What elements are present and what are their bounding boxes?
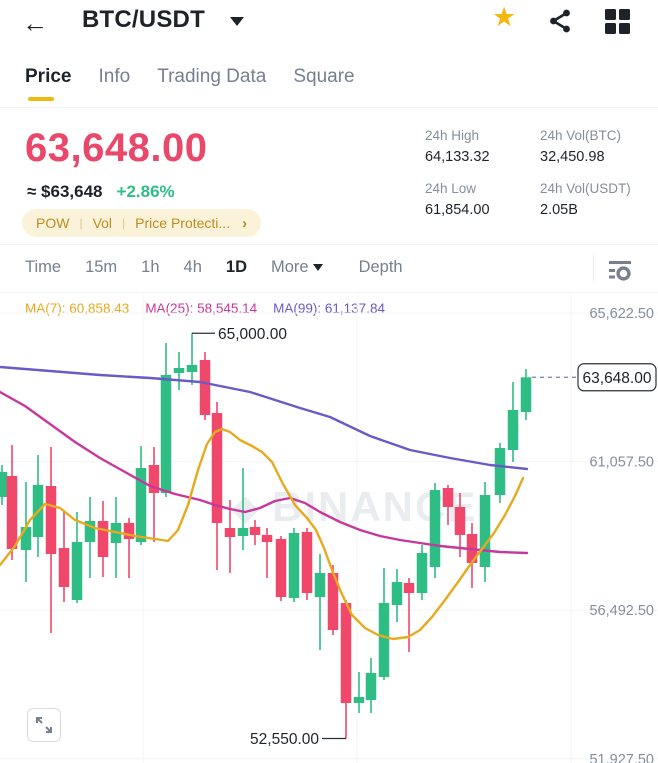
back-button[interactable]: ←	[22, 8, 48, 38]
tab-bar: Price Info Trading Data Square	[25, 66, 355, 88]
last-price: 63,648.00	[25, 126, 208, 170]
interval-time[interactable]: Time	[25, 258, 62, 276]
stat-24h-low: 24h Low 61,854.00	[425, 181, 540, 218]
interval-depth[interactable]: Depth	[358, 258, 403, 276]
stats-grid: 24h High 64,133.32 24h Vol(BTC) 32,450.98 24…	[425, 128, 631, 218]
share-icon[interactable]	[546, 7, 574, 40]
change-percent: +2.86%	[116, 182, 175, 201]
chevron-down-icon	[230, 17, 244, 26]
tag-separator: |	[79, 216, 83, 230]
interval-1d[interactable]: 1D	[225, 258, 247, 276]
svg-text:52,550.00: 52,550.00	[250, 731, 319, 748]
tag-vol: Vol	[92, 215, 113, 231]
divider	[0, 244, 658, 245]
stat-24h-vol-usdt-: 24h Vol(USDT) 2.05B	[540, 181, 631, 218]
divider	[0, 292, 658, 293]
svg-text:BINANCE: BINANCE	[272, 483, 477, 530]
interval-15m[interactable]: 15m	[85, 258, 118, 276]
stat-24h-vol-btc-: 24h Vol(BTC) 32,450.98	[540, 128, 631, 165]
ma-legend-ma7: MA(7): 60,858.43	[25, 301, 130, 316]
chevron-right-icon: ›	[242, 214, 248, 232]
stat-24h-high: 24h High 64,133.32	[425, 128, 540, 165]
apps-grid-icon[interactable]	[604, 8, 631, 40]
svg-text:51,927.50: 51,927.50	[589, 752, 654, 763]
stat-value: 61,854.00	[425, 202, 490, 218]
tag-pow: POW	[36, 215, 70, 231]
tab-trading-data[interactable]: Trading Data	[157, 66, 267, 87]
stat-label: 24h Low	[425, 181, 477, 196]
chevron-down-icon	[312, 264, 323, 272]
chart-settings-icon[interactable]	[606, 258, 634, 289]
stat-label: 24h Vol(BTC)	[540, 128, 622, 143]
svg-text:65,622.50: 65,622.50	[589, 306, 654, 322]
svg-text:65,000.00: 65,000.00	[218, 326, 287, 343]
stat-label: 24h Vol(USDT)	[540, 181, 631, 196]
stat-value: 32,450.98	[540, 149, 605, 165]
interval-more[interactable]: More	[271, 258, 323, 277]
divider	[593, 255, 594, 281]
svg-text:61,057.50: 61,057.50	[589, 455, 654, 471]
tag-price-protecti-: Price Protecti...	[135, 215, 231, 231]
token-tags-pill[interactable]: POW | Vol | Price Protecti... ›	[22, 209, 262, 237]
svg-text:63,648.00: 63,648.00	[583, 370, 652, 387]
tab-info[interactable]: Info	[98, 66, 131, 87]
tab-price[interactable]: Price	[25, 66, 72, 87]
expand-chart-button[interactable]	[27, 708, 61, 742]
interval-selector: Time 15m 1h 4h 1D More Depth	[25, 258, 403, 277]
candlestick-chart[interactable]: ◆ BINANCE 65,000.00 52,550.00 63,648.00 65,62…	[0, 293, 658, 763]
tab-square[interactable]: Square	[293, 66, 355, 87]
pair-selector[interactable]: BTC/USDT	[82, 6, 205, 33]
ma-legend-ma25: MA(25): 58,545.14	[145, 301, 258, 316]
active-tab-underline	[28, 97, 54, 101]
stat-value: 64,133.32	[425, 149, 490, 165]
stat-value: 2.05B	[540, 202, 578, 218]
header: ← BTC/USDT ★	[0, 0, 658, 56]
favorite-star-icon[interactable]: ★	[492, 2, 517, 32]
stat-label: 24h High	[425, 128, 480, 143]
divider	[0, 107, 658, 108]
tag-separator: |	[122, 216, 126, 230]
interval-1h[interactable]: 1h	[141, 258, 160, 276]
fiat-price-row: ≈ $63,648 +2.86%	[27, 182, 175, 202]
interval-4h[interactable]: 4h	[183, 258, 202, 276]
fiat-price: ≈ $63,648	[27, 182, 103, 201]
svg-text:56,492.50: 56,492.50	[589, 603, 654, 619]
